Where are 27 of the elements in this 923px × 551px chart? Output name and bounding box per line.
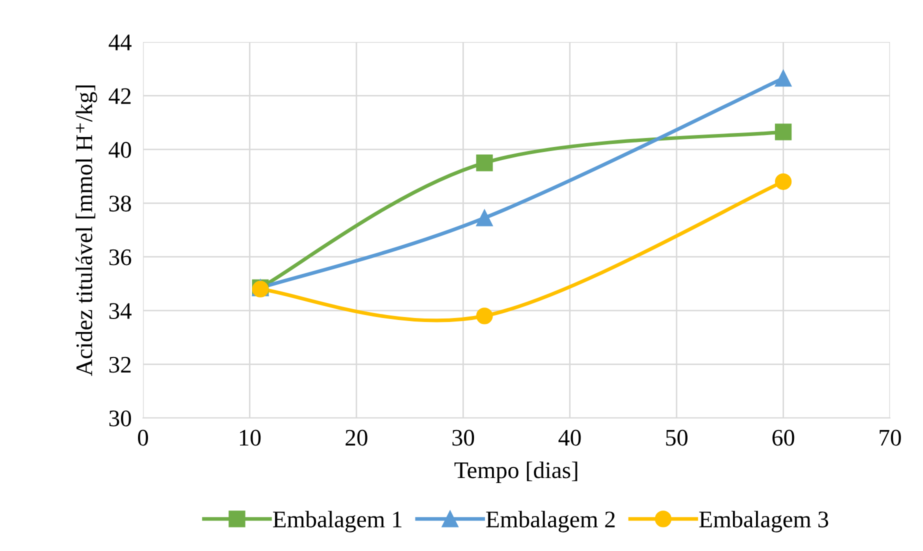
y-tick-label: 38 xyxy=(109,196,131,212)
point xyxy=(774,124,792,140)
legend-label: Embalagem 2 xyxy=(486,510,615,532)
y-axis-title: Acidez titulável [mmol H⁺/kg] xyxy=(76,86,98,376)
y-tick-label: 40 xyxy=(108,142,131,158)
y-tick-label: 30 xyxy=(109,410,131,426)
y-tick-label: 34 xyxy=(109,303,132,319)
y-tick-label: 42 xyxy=(108,88,131,104)
x-tick-label: 20 xyxy=(346,430,368,446)
x-tick-label: 10 xyxy=(240,430,261,446)
x-tick-label: 70 xyxy=(880,430,901,446)
x-tick-label: 40 xyxy=(558,430,581,446)
y-tick-label: 36 xyxy=(109,249,132,266)
legend-label: Embalagem 3 xyxy=(699,510,828,532)
x-tick-label: 50 xyxy=(666,430,688,446)
x-tick-label: 60 xyxy=(772,430,794,446)
x-tick-label: 30 xyxy=(452,430,474,446)
y-tick-label: 44 xyxy=(108,34,132,50)
x-axis-title: Tempo [dias] xyxy=(454,462,578,484)
point xyxy=(476,154,493,172)
point xyxy=(476,308,493,324)
point xyxy=(774,173,792,190)
x-tick-label: 0 xyxy=(138,430,148,446)
point xyxy=(476,210,493,226)
point xyxy=(774,70,792,87)
y-tick-label: 32 xyxy=(109,356,131,373)
legend-label: Embalagem 1 xyxy=(273,510,402,532)
